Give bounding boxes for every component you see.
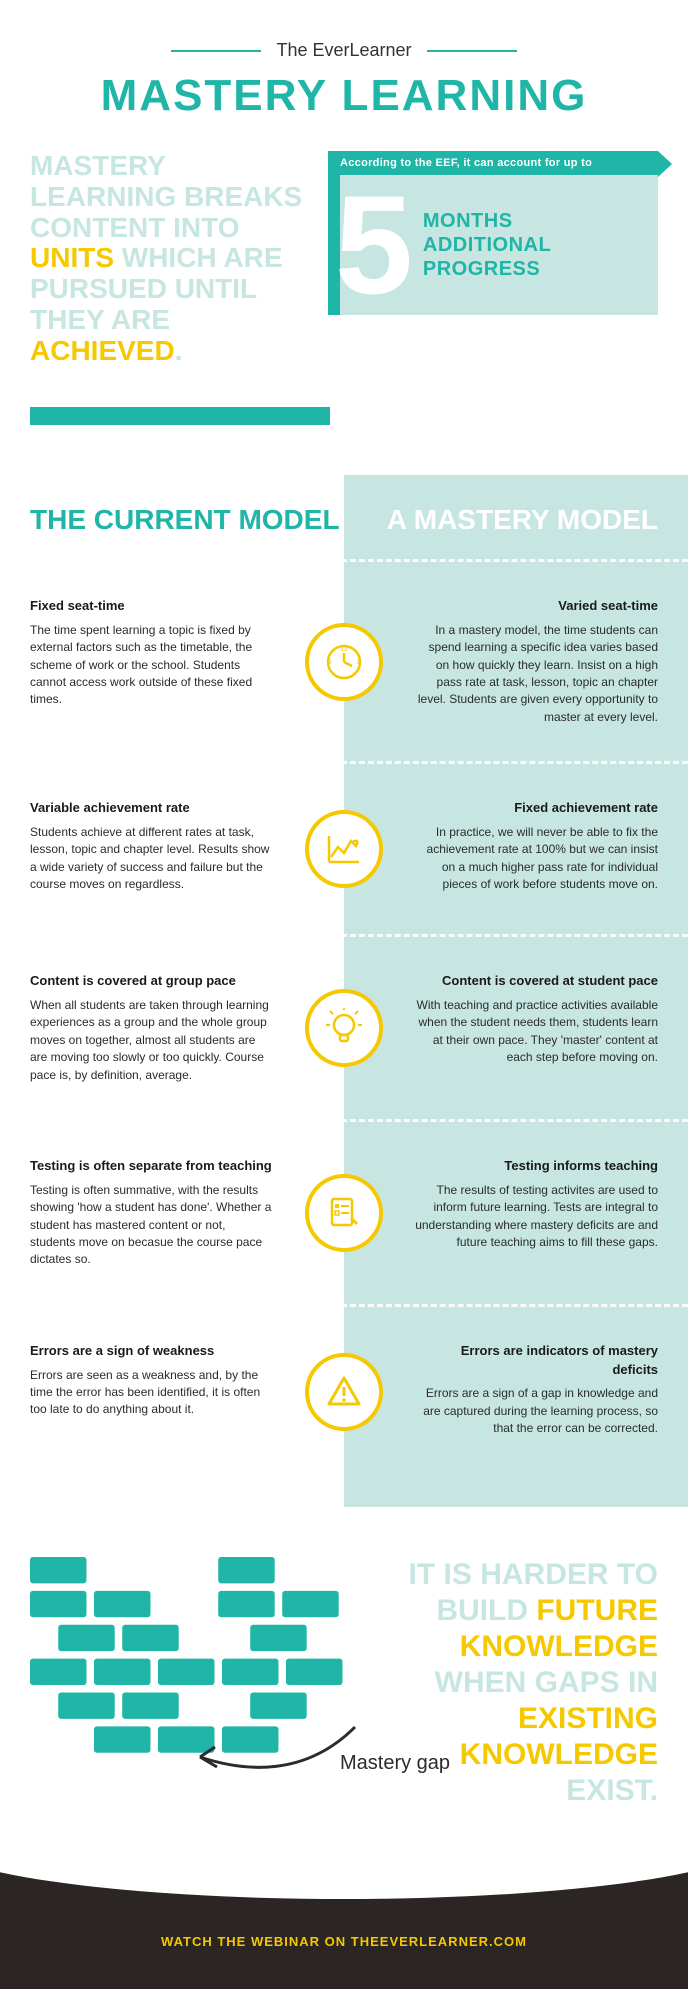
mastery-gap-label: Mastery gap [340, 1752, 450, 1775]
bt-4: EXIST. [566, 1774, 658, 1807]
bt-2: WHEN GAPS IN [435, 1666, 658, 1699]
title-mastery-model: A MASTERY MODEL [344, 505, 658, 534]
left-body: Students achieve at different rates at t… [30, 824, 274, 894]
hand-arrow-icon [185, 1717, 365, 1777]
rule-right [427, 50, 517, 52]
brick [94, 1726, 150, 1752]
lead-hl-achieved: ACHIEVED [30, 335, 175, 366]
big-number: 5 [335, 189, 413, 301]
brick [250, 1625, 306, 1651]
left-body: When all students are taken through lear… [30, 997, 274, 1084]
brick [30, 1658, 86, 1684]
left-heading: Testing is often separate from teaching [30, 1157, 274, 1176]
compare-left-col: Testing is often separate from teaching … [30, 1157, 344, 1269]
left-heading: Content is covered at group pace [30, 972, 274, 991]
brick [218, 1591, 274, 1617]
right-body: The results of testing activites are use… [414, 1182, 658, 1252]
brick [58, 1692, 114, 1718]
brick [250, 1692, 306, 1718]
rule-left [171, 50, 261, 52]
compare-row: Errors are a sign of weakness Errors are… [0, 1307, 688, 1477]
title-current-model: THE CURRENT MODEL [30, 505, 344, 534]
hero-lead: MASTERY LEARNING BREAKS CONTENT INTO UNI… [30, 151, 328, 367]
page-title: MASTERY LEARNING [30, 71, 658, 121]
hero: MASTERY LEARNING BREAKS CONTENT INTO UNI… [0, 151, 688, 367]
footer: WATCH THE WEBINAR ON THEEVERLEARNER.COM [0, 1869, 688, 1989]
hero-block: 5 MONTHS ADDITIONAL PROGRESS [328, 175, 658, 315]
lead-part-0: MASTERY LEARNING BREAKS CONTENT INTO [30, 150, 302, 243]
right-body: Errors are a sign of a gap in knowledge … [414, 1385, 658, 1437]
compare-titles: THE CURRENT MODEL A MASTERY MODEL [0, 475, 688, 559]
compare-left-col: Errors are a sign of weakness Errors are… [30, 1342, 344, 1419]
brick [122, 1625, 178, 1651]
right-heading: Fixed achievement rate [414, 799, 658, 818]
brick [286, 1658, 342, 1684]
brick [94, 1591, 150, 1617]
eef-banner: According to the EEF, it can account for… [328, 151, 658, 175]
right-heading: Varied seat-time [414, 597, 658, 616]
brand-name: The EverLearner [276, 40, 411, 61]
right-heading: Testing informs teaching [414, 1157, 658, 1176]
right-heading: Content is covered at student pace [414, 972, 658, 991]
left-body: The time spent learning a topic is fixed… [30, 622, 274, 709]
compare-right-col: Content is covered at student pace With … [344, 972, 658, 1066]
left-body: Errors are seen as a weakness and, by th… [30, 1367, 274, 1419]
brick [158, 1658, 214, 1684]
right-body: With teaching and practice activities av… [414, 997, 658, 1067]
brick [218, 1557, 274, 1583]
compare-left-col: Fixed seat-time The time spent learning … [30, 597, 344, 709]
right-body: In practice, we will never be able to fi… [414, 824, 658, 894]
left-heading: Variable achievement rate [30, 799, 274, 818]
compare-right-col: Errors are indicators of mastery deficit… [344, 1342, 658, 1438]
comparison-table: THE CURRENT MODEL A MASTERY MODEL Fixed … [0, 475, 688, 1507]
compare-row: Testing is often separate from teaching … [0, 1122, 688, 1304]
compare-row: Fixed seat-time The time spent learning … [0, 562, 688, 761]
compare-left-col: Variable achievement rate Students achie… [30, 799, 344, 893]
brick [282, 1591, 338, 1617]
chart-icon [305, 810, 383, 888]
brick [94, 1658, 150, 1684]
footer-text: WATCH THE WEBINAR ON THEEVERLEARNER.COM [161, 1934, 527, 1949]
hero-right: According to the EEF, it can account for… [328, 151, 658, 367]
compare-right-col: Varied seat-time In a mastery model, the… [344, 597, 658, 726]
left-body: Testing is often summative, with the res… [30, 1182, 274, 1269]
brick [58, 1625, 114, 1651]
lead-hl-units: UNITS [30, 242, 114, 273]
bt-3: EXISTING KNOWLEDGE [460, 1702, 658, 1771]
brick [122, 1692, 178, 1718]
brand-line: The EverLearner [30, 40, 658, 61]
left-heading: Fixed seat-time [30, 597, 274, 616]
compare-row: Variable achievement rate Students achie… [0, 764, 688, 934]
brick [30, 1557, 86, 1583]
brick [30, 1591, 86, 1617]
right-heading: Errors are indicators of mastery deficit… [414, 1342, 658, 1380]
lead-part-4: . [175, 335, 183, 366]
clock-icon [305, 623, 383, 701]
right-body: In a mastery model, the time students ca… [414, 622, 658, 726]
compare-right-col: Testing informs teaching The results of … [344, 1157, 658, 1251]
checklist-icon [305, 1174, 383, 1252]
compare-row: Content is covered at group pace When al… [0, 937, 688, 1119]
compare-right-col: Fixed achievement rate In practice, we w… [344, 799, 658, 893]
hero-underline [30, 407, 330, 425]
bulb-icon [305, 989, 383, 1067]
header: The EverLearner MASTERY LEARNING [0, 0, 688, 141]
hero-progress: MONTHS ADDITIONAL PROGRESS [423, 209, 638, 281]
warning-icon [305, 1353, 383, 1431]
brick [222, 1658, 278, 1684]
left-heading: Errors are a sign of weakness [30, 1342, 274, 1361]
compare-left-col: Content is covered at group pace When al… [30, 972, 344, 1084]
bricks-section: IT IS HARDER TO BUILD FUTURE KNOWLEDGE W… [0, 1507, 688, 1869]
